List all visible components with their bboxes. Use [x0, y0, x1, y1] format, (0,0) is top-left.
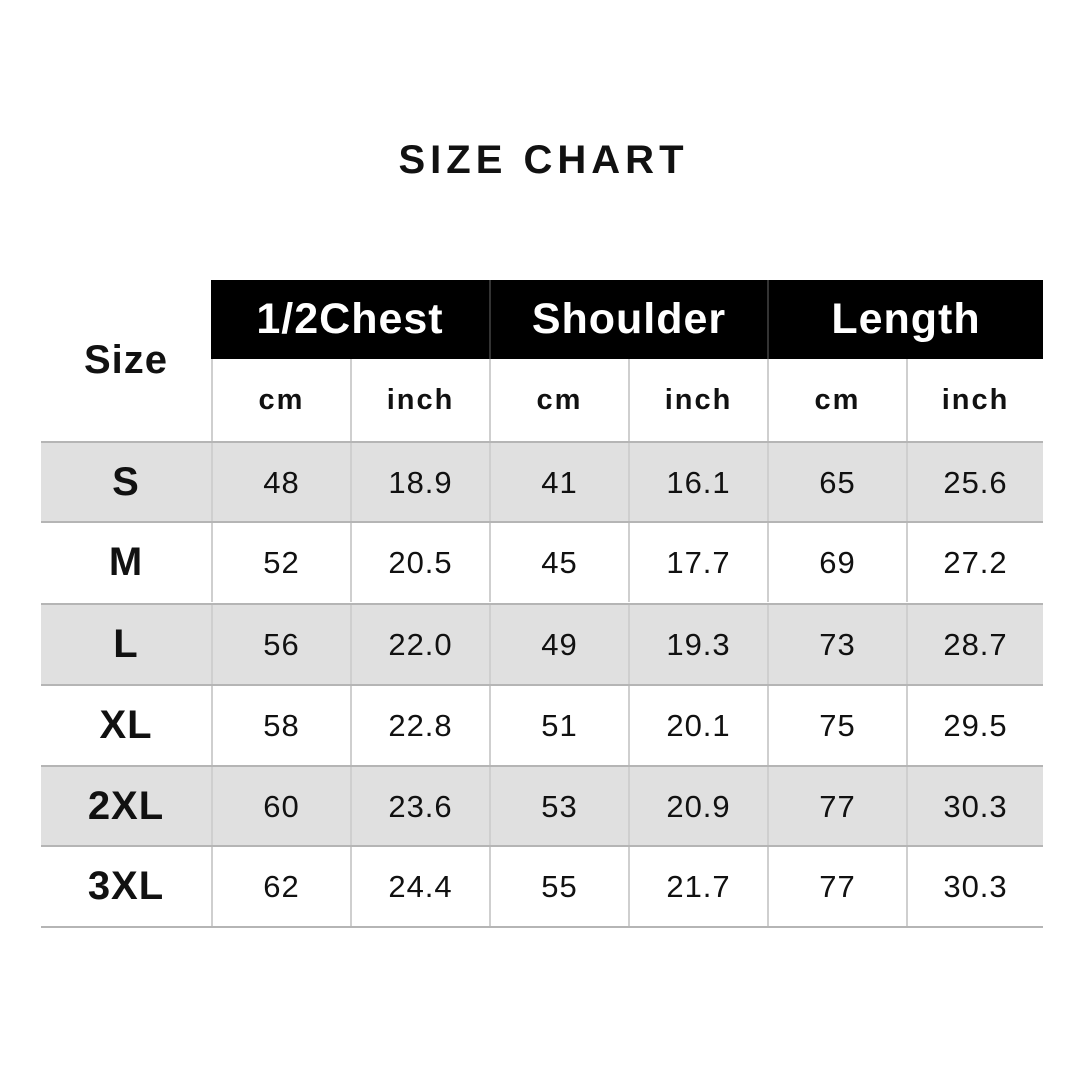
value-cell: 23.6: [350, 767, 489, 846]
value-cell: 60: [211, 767, 350, 846]
table-row: S 48 18.9 41 16.1 65 25.6: [41, 441, 1043, 522]
size-column-header: Size: [83, 338, 169, 382]
value-cell: 75: [767, 686, 906, 765]
unit-header: cm: [489, 359, 628, 441]
table-row: M 52 20.5 45 17.7 69 27.2: [41, 521, 1043, 602]
value-cell: 24.4: [350, 847, 489, 926]
table-row: 2XL 60 23.6 53 20.9 77 30.3: [41, 765, 1043, 846]
value-cell: 22.8: [350, 686, 489, 765]
value-cell: 69: [767, 523, 906, 602]
value-cell: 17.7: [628, 523, 767, 602]
value-cell: 19.3: [628, 605, 767, 684]
value-cell: 73: [767, 605, 906, 684]
value-cell: 77: [767, 767, 906, 846]
value-cell: 65: [767, 443, 906, 522]
value-cell: 20.1: [628, 686, 767, 765]
value-cell: 53: [489, 767, 628, 846]
unit-header: inch: [906, 359, 1043, 441]
value-cell: 62: [211, 847, 350, 926]
group-header: Shoulder: [489, 280, 767, 359]
table-row: XL 58 22.8 51 20.1 75 29.5: [41, 684, 1043, 765]
value-cell: 52: [211, 523, 350, 602]
value-cell: 27.2: [906, 523, 1043, 602]
value-cell: 58: [211, 686, 350, 765]
group-header: Length: [767, 280, 1043, 359]
value-cell: 20.5: [350, 523, 489, 602]
value-cell: 51: [489, 686, 628, 765]
table-row: 3XL 62 24.4 55 21.7 77 30.3: [41, 845, 1043, 926]
size-label: 3XL: [87, 864, 165, 908]
value-cell: 20.9: [628, 767, 767, 846]
value-cell: 25.6: [906, 443, 1043, 522]
table-row: L 56 22.0 49 19.3 73 28.7: [41, 603, 1043, 684]
value-cell: 16.1: [628, 443, 767, 522]
size-label: S: [112, 460, 140, 504]
value-cell: 28.7: [906, 605, 1043, 684]
value-cell: 29.5: [906, 686, 1043, 765]
value-cell: 22.0: [350, 605, 489, 684]
value-cell: 56: [211, 605, 350, 684]
value-cell: 49: [489, 605, 628, 684]
size-label: XL: [99, 703, 153, 747]
unit-header: cm: [767, 359, 906, 441]
value-cell: 48: [211, 443, 350, 522]
value-cell: 45: [489, 523, 628, 602]
unit-header: cm: [211, 359, 350, 441]
value-cell: 55: [489, 847, 628, 926]
size-label: M: [108, 540, 144, 584]
value-cell: 18.9: [350, 443, 489, 522]
size-label: 2XL: [87, 784, 165, 828]
value-cell: 30.3: [906, 847, 1043, 926]
value-cell: 21.7: [628, 847, 767, 926]
unit-header: inch: [628, 359, 767, 441]
group-header: 1/2Chest: [211, 280, 489, 359]
unit-header: inch: [350, 359, 489, 441]
value-cell: 41: [489, 443, 628, 522]
page-title: SIZE CHART: [398, 138, 689, 182]
table-bottom-border: [41, 926, 1043, 928]
value-cell: 30.3: [906, 767, 1043, 846]
value-cell: 77: [767, 847, 906, 926]
size-label: L: [113, 622, 139, 666]
